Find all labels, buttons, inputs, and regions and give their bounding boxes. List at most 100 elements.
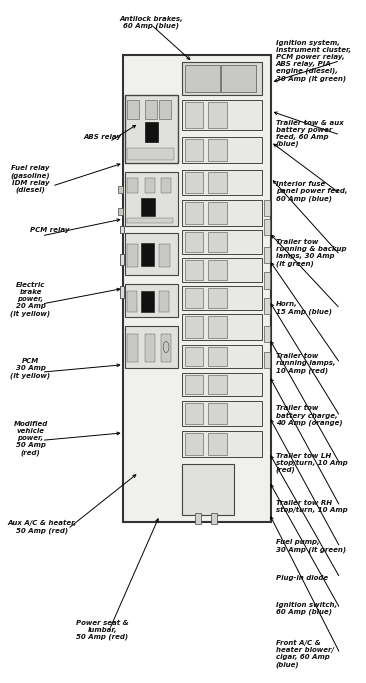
Bar: [159, 290, 169, 311]
Bar: [184, 316, 203, 338]
Bar: [127, 335, 138, 362]
Bar: [184, 374, 203, 394]
Text: Ignition system,
instrument cluster,
PCM power relay,
ABS relay, PIA
engine (die: Ignition system, instrument cluster, PCM…: [276, 40, 351, 82]
Text: Trailer tow RH
stop/turn, 10 Amp: Trailer tow RH stop/turn, 10 Amp: [276, 500, 348, 513]
Text: Front A/C &
heater blower/
cigar, 60 Amp
(blue): Front A/C & heater blower/ cigar, 60 Amp…: [276, 640, 334, 667]
Bar: [125, 326, 178, 368]
Bar: [127, 100, 139, 119]
Bar: [161, 178, 171, 193]
Bar: [182, 100, 262, 130]
Bar: [184, 102, 203, 128]
Bar: [182, 200, 262, 225]
Bar: [182, 230, 262, 253]
Bar: [184, 260, 203, 280]
Bar: [141, 243, 154, 266]
Bar: [182, 373, 262, 396]
Bar: [184, 202, 203, 223]
Bar: [209, 139, 227, 161]
Bar: [159, 100, 171, 119]
Bar: [127, 148, 174, 160]
Text: ABS relay: ABS relay: [83, 134, 122, 140]
Text: Trailer tow
battery charge,
40 Amp (orange): Trailer tow battery charge, 40 Amp (oran…: [276, 406, 343, 426]
Bar: [184, 433, 203, 455]
Bar: [184, 139, 203, 161]
Bar: [125, 95, 178, 163]
Bar: [182, 286, 262, 309]
Bar: [210, 513, 217, 525]
Text: Electric
brake
power,
20 Amp
(lt yellow): Electric brake power, 20 Amp (lt yellow): [11, 282, 51, 316]
Bar: [141, 290, 154, 311]
Bar: [209, 374, 227, 394]
Text: Antilock brakes,
60 Amp (blue): Antilock brakes, 60 Amp (blue): [119, 16, 183, 29]
Text: Trailer tow
running lamps,
10 Amp (red): Trailer tow running lamps, 10 Amp (red): [276, 353, 335, 374]
Bar: [127, 290, 137, 311]
Text: Plug-in diode: Plug-in diode: [276, 575, 328, 581]
Bar: [209, 288, 227, 308]
Bar: [264, 219, 270, 235]
Bar: [182, 345, 262, 368]
Text: PCM relay: PCM relay: [30, 227, 70, 234]
Bar: [145, 100, 157, 119]
Bar: [209, 102, 227, 128]
Bar: [125, 233, 178, 275]
Text: Fuel relay
(gasoline)
IDM relay
(diesel): Fuel relay (gasoline) IDM relay (diesel): [11, 165, 51, 193]
Bar: [145, 122, 158, 142]
Bar: [182, 401, 262, 426]
Bar: [209, 232, 227, 252]
Bar: [264, 298, 270, 314]
Bar: [264, 273, 270, 289]
Bar: [221, 66, 256, 92]
Bar: [182, 169, 262, 195]
Bar: [195, 513, 201, 525]
Text: Modified
vehicle
power,
50 Amp
(red): Modified vehicle power, 50 Amp (red): [14, 421, 48, 456]
Bar: [159, 244, 170, 267]
Bar: [182, 464, 234, 515]
Bar: [209, 433, 227, 455]
Bar: [264, 352, 270, 368]
Bar: [120, 286, 124, 298]
Bar: [184, 403, 203, 424]
Bar: [209, 202, 227, 223]
Bar: [125, 172, 178, 225]
Bar: [141, 198, 156, 216]
Bar: [264, 200, 270, 217]
Bar: [145, 178, 156, 193]
Bar: [209, 316, 227, 338]
Bar: [184, 171, 203, 193]
Circle shape: [163, 342, 169, 352]
Bar: [264, 326, 270, 342]
Bar: [182, 314, 262, 340]
Bar: [118, 208, 123, 215]
Bar: [145, 335, 156, 362]
Bar: [120, 225, 124, 233]
Bar: [127, 244, 138, 267]
Bar: [182, 431, 262, 457]
Bar: [182, 62, 262, 95]
Text: Power seat &
lumbar,
50 Amp (red): Power seat & lumbar, 50 Amp (red): [76, 619, 129, 640]
Bar: [118, 186, 123, 193]
Bar: [184, 232, 203, 252]
Bar: [209, 403, 227, 424]
Text: Trailer tow & aux
battery power
feed, 60 Amp
(blue): Trailer tow & aux battery power feed, 60…: [276, 120, 344, 148]
Text: Aux A/C & heater,
50 Amp (red): Aux A/C & heater, 50 Amp (red): [7, 520, 76, 533]
Text: Interior fuse
panel power feed,
60 Amp (blue): Interior fuse panel power feed, 60 Amp (…: [276, 181, 347, 201]
Bar: [209, 171, 227, 193]
Bar: [184, 66, 220, 92]
Bar: [184, 346, 203, 366]
Bar: [127, 178, 138, 193]
Bar: [182, 137, 262, 163]
Text: Ignition switch,
60 Amp (blue): Ignition switch, 60 Amp (blue): [276, 602, 337, 615]
Bar: [264, 247, 270, 263]
Bar: [120, 253, 124, 265]
Text: Horn,
15 Amp (blue): Horn, 15 Amp (blue): [276, 301, 332, 315]
Bar: [161, 335, 171, 362]
Text: Trailer tow
running & backup
lamps, 30 Amp
(lt green): Trailer tow running & backup lamps, 30 A…: [276, 239, 346, 266]
Text: Fuel pump,
30 Amp (lt green): Fuel pump, 30 Amp (lt green): [276, 539, 346, 553]
Text: Trailer tow LH
stop/turn, 10 Amp
(red): Trailer tow LH stop/turn, 10 Amp (red): [276, 453, 348, 473]
Text: PCM
30 Amp
(lt yellow): PCM 30 Amp (lt yellow): [11, 359, 51, 379]
Bar: [123, 55, 271, 522]
Bar: [125, 284, 178, 317]
Bar: [184, 288, 203, 308]
Bar: [209, 260, 227, 280]
Bar: [127, 218, 173, 223]
